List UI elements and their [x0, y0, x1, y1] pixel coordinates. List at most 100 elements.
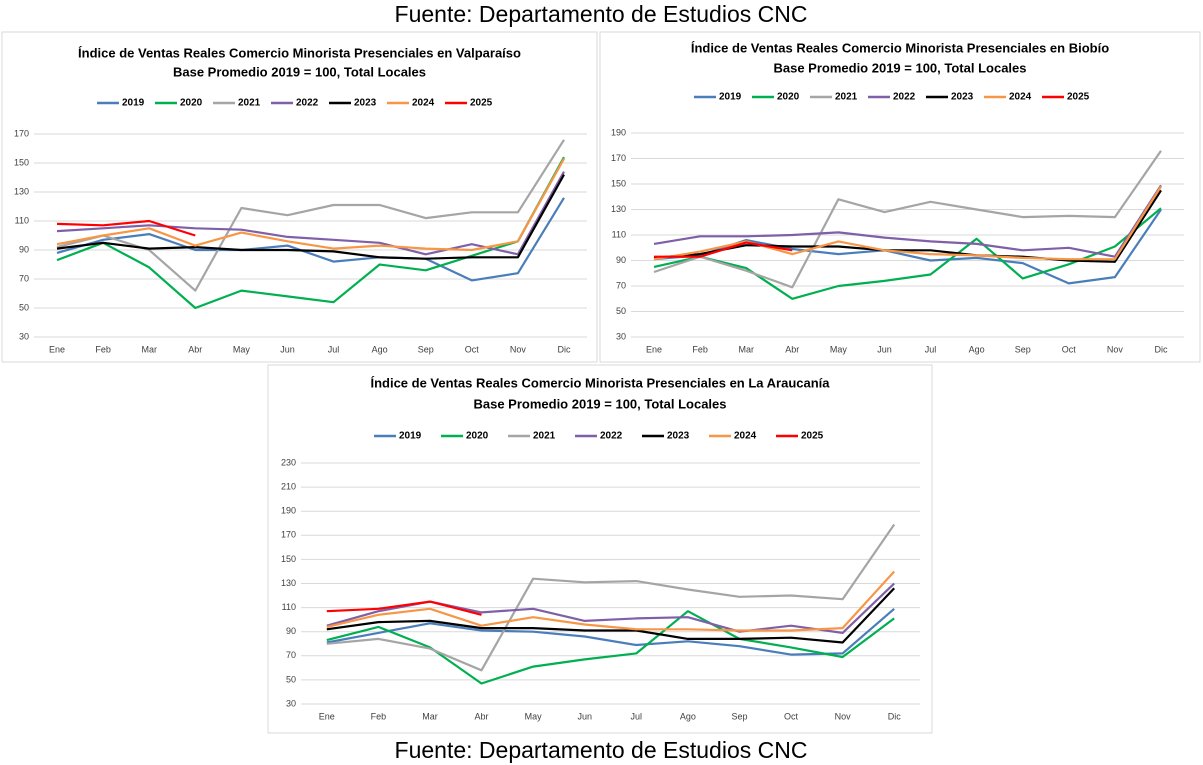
- y-tick-label: 230: [281, 457, 296, 467]
- legend-label: 2019: [719, 92, 742, 103]
- chart-frame: [267, 364, 933, 734]
- x-tick-label: Feb: [692, 344, 708, 354]
- legend-label: 2023: [354, 98, 377, 109]
- x-tick-label: Ago: [969, 344, 985, 354]
- series-line: [56, 158, 565, 252]
- y-tick-label: 30: [19, 331, 29, 341]
- x-tick-label: Dic: [888, 711, 901, 721]
- x-tick-label: Oct: [465, 344, 480, 354]
- x-tick-label: Ene: [49, 344, 65, 354]
- y-tick-label: 170: [14, 128, 29, 138]
- x-tick-label: Ago: [372, 344, 388, 354]
- series-line: [326, 587, 895, 644]
- x-tick-label: Abr: [188, 344, 202, 354]
- y-tick-label: 90: [19, 244, 29, 254]
- x-tick-label: May: [830, 344, 848, 354]
- y-tick-label: 170: [611, 153, 626, 163]
- series-line: [326, 607, 895, 656]
- x-tick-label: Jun: [877, 344, 892, 354]
- legend-label: 2023: [951, 92, 974, 103]
- legend-label: 2019: [399, 431, 422, 442]
- x-tick-label: Feb: [371, 711, 387, 721]
- x-tick-label: Mar: [141, 344, 157, 354]
- y-tick-label: 110: [282, 602, 296, 612]
- y-tick-label: 210: [281, 481, 296, 491]
- y-tick-label: 50: [616, 306, 626, 316]
- chart-subtitle: Base Promedio 2019 = 100, Total Locales: [173, 64, 426, 79]
- legend-label: 2020: [777, 92, 800, 103]
- x-tick-label: Abr: [475, 711, 489, 721]
- series-line: [326, 610, 895, 685]
- x-tick-label: Mar: [738, 344, 754, 354]
- legend-label: 2019: [122, 98, 145, 109]
- x-tick-label: Sep: [418, 344, 434, 354]
- series-line: [654, 241, 793, 258]
- series-line: [653, 150, 1162, 289]
- series-line: [56, 156, 565, 310]
- x-tick-label: May: [525, 711, 543, 721]
- y-tick-label: 90: [616, 255, 626, 265]
- y-tick-label: 50: [286, 674, 296, 684]
- y-tick-label: 50: [19, 302, 29, 312]
- x-tick-label: Sep: [731, 711, 747, 721]
- source-bottom: Fuente: Departamento de Estudios CNC: [395, 737, 808, 763]
- legend-label: 2020: [180, 98, 203, 109]
- legend-label: 2022: [893, 92, 916, 103]
- x-tick-label: Nov: [1107, 344, 1124, 354]
- x-tick-label: Jul: [631, 711, 643, 721]
- y-tick-label: 110: [15, 215, 29, 225]
- y-tick-label: 150: [281, 554, 296, 564]
- x-tick-label: Jul: [925, 344, 937, 354]
- legend-label: 2024: [412, 98, 435, 109]
- x-tick-label: Oct: [1062, 344, 1077, 354]
- x-tick-label: Jul: [328, 344, 340, 354]
- legend-label: 2022: [600, 431, 623, 442]
- chart-title: Índice de Ventas Reales Comercio Minoris…: [78, 45, 521, 60]
- x-tick-label: Dic: [1154, 344, 1167, 354]
- legend-label: 2024: [1009, 92, 1032, 103]
- y-tick-label: 190: [611, 127, 626, 137]
- series-line: [56, 171, 565, 256]
- y-tick-label: 150: [14, 157, 29, 167]
- x-tick-label: Sep: [1015, 344, 1031, 354]
- series-line: [326, 523, 896, 672]
- legend-label: 2021: [533, 431, 556, 442]
- legend-label: 2025: [1067, 92, 1090, 103]
- legend-label: 2021: [238, 98, 261, 109]
- y-tick-label: 70: [286, 650, 296, 660]
- series-line: [56, 219, 196, 237]
- x-tick-label: Feb: [95, 344, 111, 354]
- series-line: [653, 184, 1162, 258]
- legend-label: 2022: [296, 98, 319, 109]
- legend-label: 2020: [466, 431, 489, 442]
- chart-frame: [599, 31, 1201, 363]
- y-tick-label: 30: [616, 331, 626, 341]
- series-line: [653, 189, 1162, 263]
- x-tick-label: Jun: [280, 344, 295, 354]
- x-tick-label: Ene: [646, 344, 662, 354]
- chart-subtitle: Base Promedio 2019 = 100, Total Locales: [473, 396, 726, 411]
- x-tick-label: Nov: [510, 344, 527, 354]
- x-tick-label: Dic: [557, 344, 570, 354]
- y-tick-label: 130: [281, 578, 296, 588]
- legend-label: 2025: [470, 98, 493, 109]
- chart-title: Índice de Ventas Reales Comercio Minoris…: [370, 375, 830, 390]
- legend-label: 2025: [801, 431, 824, 442]
- chart-title: Índice de Ventas Reales Comercio Minoris…: [691, 40, 1109, 55]
- series-line: [326, 570, 896, 632]
- y-tick-label: 150: [611, 178, 626, 188]
- series-line: [56, 174, 565, 260]
- y-tick-label: 110: [612, 229, 626, 239]
- x-tick-label: May: [233, 344, 251, 354]
- series-line: [326, 600, 482, 616]
- x-tick-label: Nov: [835, 711, 852, 721]
- x-tick-label: Ago: [680, 711, 696, 721]
- legend-label: 2024: [734, 431, 757, 442]
- source-top: Fuente: Departamento de Estudios CNC: [395, 1, 808, 27]
- x-tick-label: Jun: [577, 711, 592, 721]
- y-tick-label: 90: [286, 626, 296, 636]
- chart-frame: [1, 31, 598, 363]
- legend-label: 2023: [667, 431, 690, 442]
- y-tick-label: 30: [286, 698, 296, 708]
